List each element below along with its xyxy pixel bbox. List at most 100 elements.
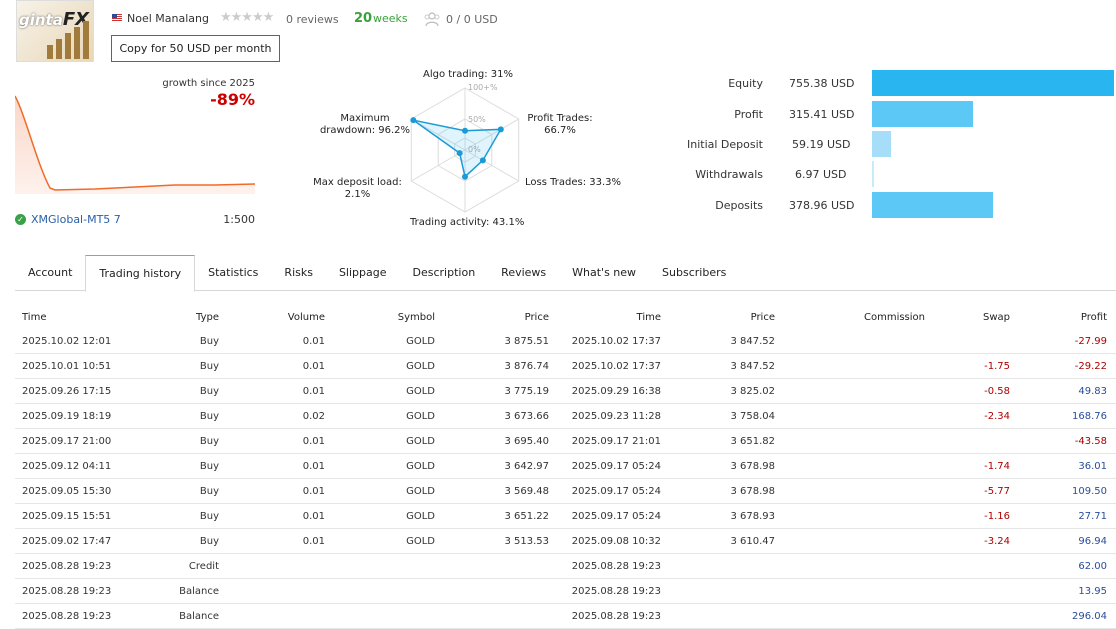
cell-profit: 62.00 <box>1078 561 1107 572</box>
cell-symbol: GOLD <box>406 361 435 372</box>
cell-profit: 296.04 <box>1072 611 1107 622</box>
cell-open-time: 2025.09.17 21:00 <box>22 436 112 447</box>
growth-line <box>15 95 255 191</box>
cell-close-time: 2025.09.17 05:24 <box>571 461 661 472</box>
reviews-count[interactable]: 0 reviews <box>286 13 339 26</box>
cell-symbol: GOLD <box>406 436 435 447</box>
bar-label: Initial Deposit <box>687 138 763 151</box>
table-row[interactable]: 2025.09.15 15:51 Buy 0.01 GOLD 3 651.22 2025.… <box>15 504 1116 529</box>
table-row[interactable]: 2025.09.19 18:19 Buy 0.02 GOLD 3 673.66 2025.… <box>15 404 1116 429</box>
radar-point-activity <box>462 173 468 180</box>
cell-symbol: GOLD <box>406 336 435 347</box>
bar-label: Equity <box>728 77 763 90</box>
table-header: Time Type Volume Symbol Price Time Price Commis… <box>15 307 1116 329</box>
cell-volume: 0.01 <box>302 436 325 447</box>
tab-risks[interactable]: Risks <box>284 266 313 279</box>
cell-open-time: 2025.09.15 15:51 <box>22 511 112 522</box>
radar-label-loss-trades: Loss Trades: 33.3% <box>525 177 622 188</box>
tab-statistics[interactable]: Statistics <box>208 266 259 279</box>
cell-close-time: Time <box>636 312 661 323</box>
cell-swap: -3.24 <box>984 536 1010 547</box>
cell-volume: 0.01 <box>302 336 325 347</box>
cell-profit: -43.58 <box>1074 436 1107 447</box>
cell-volume: 0.01 <box>302 361 325 372</box>
tab-what-s-new[interactable]: What's new <box>572 266 637 279</box>
cell-open-time: 2025.09.12 04:11 <box>22 461 112 472</box>
cell-symbol: Symbol <box>397 312 435 323</box>
cell-open-time: 2025.08.28 19:23 <box>22 561 112 572</box>
author-link[interactable]: Noel Manalang <box>127 12 209 25</box>
subscribers-count: 0 / 0 USD <box>446 13 498 26</box>
table-row[interactable]: 2025.08.28 19:23 Balance 2025.08.28 19:23 1… <box>15 579 1116 604</box>
radar-point-deposit-load <box>456 150 463 157</box>
table-row[interactable]: 2025.09.12 04:11 Buy 0.01 GOLD 3 642.97 2025.… <box>15 454 1116 479</box>
cell-symbol: GOLD <box>406 386 435 397</box>
tab-trading-history[interactable]: Trading history <box>85 255 196 292</box>
cell-volume: 0.01 <box>302 536 325 547</box>
signal-logo[interactable]: gintaFX <box>16 0 94 62</box>
table-row[interactable]: 2025.09.26 17:15 Buy 0.01 GOLD 3 775.19 2025.… <box>15 379 1116 404</box>
copy-signal-button[interactable]: Copy for 50 USD per month <box>111 35 280 62</box>
cell-open-time: 2025.08.28 19:23 <box>22 611 112 622</box>
cell-open-time: 2025.09.02 17:47 <box>22 536 112 547</box>
growth-value: -89% <box>210 90 255 109</box>
cell-volume: 0.01 <box>302 486 325 497</box>
cell-symbol: GOLD <box>406 486 435 497</box>
growth-chart[interactable] <box>15 94 255 194</box>
cell-volume: 0.01 <box>302 461 325 472</box>
cell-profit: 13.95 <box>1078 586 1107 597</box>
table-row[interactable]: 2025.08.28 19:23 Balance 2025.08.28 19:23 2… <box>15 604 1116 629</box>
radar-tick-50: 50% <box>468 115 486 124</box>
table-row[interactable]: 2025.08.28 19:23 Credit 2025.08.28 19:23 62… <box>15 554 1116 579</box>
cell-open-time: 2025.08.28 19:23 <box>22 586 112 597</box>
cell-open-price: Price <box>524 312 549 323</box>
cell-swap: -5.77 <box>984 486 1010 497</box>
bar-value: 378.96 USD <box>789 199 855 212</box>
cell-close-price: 3 825.02 <box>730 386 775 397</box>
cell-close-price: 3 758.04 <box>730 411 775 422</box>
cell-profit: -27.99 <box>1074 336 1107 347</box>
radar-point-algo <box>462 127 468 134</box>
broker-link[interactable]: XMGlobal-MT5 7 <box>31 213 121 226</box>
cell-profit: 36.01 <box>1078 461 1107 472</box>
radar-label-algo: Algo trading: 31% <box>423 69 514 80</box>
cell-symbol: GOLD <box>406 461 435 472</box>
cell-swap: -2.34 <box>984 411 1010 422</box>
cell-close-time: 2025.08.28 19:23 <box>571 586 661 597</box>
bar-label: Profit <box>734 108 763 121</box>
tab-bar: Account Trading history Statistics Risks Sli… <box>15 255 1116 292</box>
cell-close-price: 3 847.52 <box>730 361 775 372</box>
table-row[interactable]: 2025.09.02 17:47 Buy 0.01 GOLD 3 513.53 2025.… <box>15 529 1116 554</box>
cell-volume: 0.01 <box>302 386 325 397</box>
cell-open-price: 3 642.97 <box>504 461 549 472</box>
cell-close-time: 2025.09.17 21:01 <box>571 436 661 447</box>
trading-history-table: Time Type Volume Symbol Price Time Price Commis… <box>15 307 1116 629</box>
tab-slippage[interactable]: Slippage <box>338 266 387 279</box>
tab-description[interactable]: Description <box>412 266 476 279</box>
growth-label: growth since 2025 <box>162 78 255 89</box>
bar-value: 315.41 USD <box>789 108 855 121</box>
table-row[interactable]: 2025.10.01 10:51 Buy 0.01 GOLD 3 876.74 2025.… <box>15 354 1116 379</box>
cell-volume: 0.02 <box>302 411 325 422</box>
radar-point-profit-trades <box>497 126 504 133</box>
table-row[interactable]: 2025.09.17 21:00 Buy 0.01 GOLD 3 695.40 2025.… <box>15 429 1116 454</box>
table-row[interactable]: 2025.09.05 15:30 Buy 0.01 GOLD 3 569.48 2025.… <box>15 479 1116 504</box>
cell-profit: Profit <box>1080 312 1107 323</box>
cell-close-time: 2025.08.28 19:23 <box>571 561 661 572</box>
tab-subscribers[interactable]: Subscribers <box>662 266 727 279</box>
tab-reviews[interactable]: Reviews <box>501 266 547 279</box>
cell-type: Buy <box>199 536 219 547</box>
leverage-value: 1:500 <box>223 213 255 226</box>
radar-label-drawdown: Maximum drawdown: 96.2% <box>319 113 411 136</box>
cell-open-time: 2025.09.05 15:30 <box>22 486 112 497</box>
cell-close-time: 2025.09.29 16:38 <box>571 386 661 397</box>
cell-swap: -1.16 <box>984 511 1010 522</box>
radar-label-activity: Trading activity: 43.1% <box>410 217 525 228</box>
cell-open-price: 3 875.51 <box>504 336 549 347</box>
cell-type: Type <box>196 312 219 323</box>
bar-value: 59.19 USD <box>792 138 851 151</box>
cell-type: Buy <box>199 486 219 497</box>
table-row[interactable]: 2025.10.02 12:01 Buy 0.01 GOLD 3 875.51 2025.… <box>15 329 1116 354</box>
tab-account[interactable]: Account <box>28 266 73 279</box>
balance-bar <box>872 70 1114 96</box>
